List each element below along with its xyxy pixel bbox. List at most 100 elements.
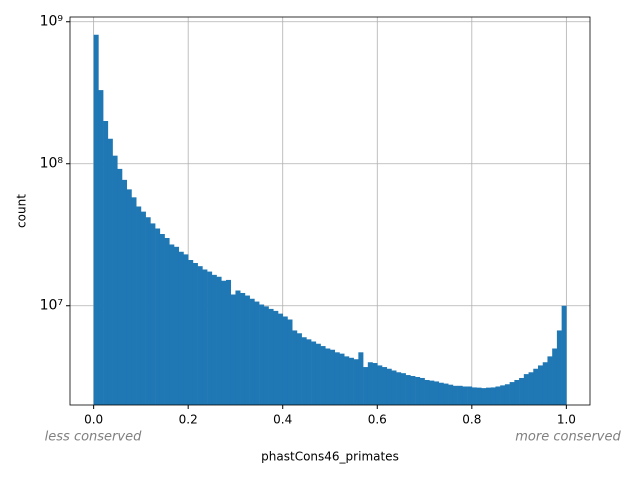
bar (164, 237, 170, 405)
bar (519, 377, 525, 405)
bar (325, 348, 331, 405)
bar (358, 352, 364, 405)
annotation: more conserved (515, 430, 621, 445)
bar (126, 189, 132, 405)
bar (178, 251, 184, 405)
bar (292, 330, 298, 405)
bar (481, 388, 487, 405)
bar (471, 387, 477, 405)
bar (377, 365, 383, 405)
bar (523, 374, 529, 405)
bar (207, 271, 213, 405)
bar (211, 274, 217, 405)
bar (136, 206, 142, 405)
bar (391, 370, 397, 405)
bar (216, 276, 222, 405)
bar (330, 349, 336, 405)
y-tick-label: 10⁹ (40, 14, 64, 30)
bar (202, 269, 208, 405)
bar (500, 385, 506, 405)
x-tick-label: 0.0 (84, 413, 103, 427)
bar (415, 376, 421, 405)
bar (547, 356, 553, 405)
bar (273, 310, 279, 405)
bar (311, 341, 317, 405)
bar (169, 244, 175, 405)
bar (452, 385, 458, 405)
bar (296, 333, 302, 405)
bar (486, 387, 492, 405)
bar (155, 228, 161, 405)
bar (301, 337, 307, 405)
bar (145, 217, 151, 405)
plot-frame (69, 16, 591, 406)
x-tick-label: 0.4 (273, 413, 292, 427)
bar (244, 295, 250, 405)
bar (542, 362, 548, 405)
bar (382, 367, 388, 405)
bar (188, 259, 194, 405)
bar (282, 316, 288, 405)
bar (443, 383, 449, 405)
bar (150, 223, 156, 405)
bar (495, 386, 501, 405)
bar (476, 387, 482, 405)
bar (434, 381, 440, 405)
bar (249, 298, 255, 405)
bar (462, 386, 468, 405)
bar (386, 368, 392, 405)
bar (400, 373, 406, 405)
bar (339, 353, 345, 405)
bar (419, 377, 425, 405)
bar (448, 384, 454, 405)
x-tick-label: 0.2 (179, 413, 198, 427)
bar (457, 385, 463, 405)
bar (103, 120, 109, 405)
bar (230, 294, 236, 405)
bar (348, 357, 354, 405)
bar (396, 372, 402, 405)
bar (235, 290, 241, 405)
annotation: less conserved (45, 430, 142, 445)
bar (122, 179, 128, 405)
bar (117, 168, 123, 405)
bar (183, 254, 189, 405)
bar (140, 211, 146, 405)
bar (287, 319, 293, 405)
bar (192, 262, 198, 405)
bar (254, 301, 260, 405)
bar (344, 356, 350, 405)
bar (410, 376, 416, 405)
bar (315, 343, 321, 405)
bar (424, 379, 430, 405)
bar (467, 386, 473, 405)
bar (278, 313, 284, 405)
x-tick-label: 1.0 (557, 413, 576, 427)
bar (334, 352, 340, 405)
bar (533, 368, 539, 405)
x-tick-label: 0.6 (368, 413, 387, 427)
bar (98, 90, 104, 405)
bar (528, 372, 534, 405)
bar (504, 384, 510, 405)
bar (240, 292, 246, 405)
bar (197, 266, 203, 405)
bar (174, 246, 180, 405)
bar (268, 308, 274, 405)
bar (320, 346, 326, 405)
bar (372, 363, 378, 405)
bar (509, 382, 515, 405)
x-tick-label: 0.8 (462, 413, 481, 427)
bar (405, 375, 411, 405)
bar (552, 348, 558, 405)
bar (367, 362, 373, 405)
bar (263, 306, 269, 405)
y-tick-label: 10⁷ (40, 298, 63, 314)
bar (112, 155, 118, 405)
bar (561, 305, 567, 405)
bar (107, 138, 113, 405)
bar (259, 304, 265, 405)
bar (221, 280, 227, 405)
bar (159, 234, 165, 405)
bar (226, 279, 232, 405)
